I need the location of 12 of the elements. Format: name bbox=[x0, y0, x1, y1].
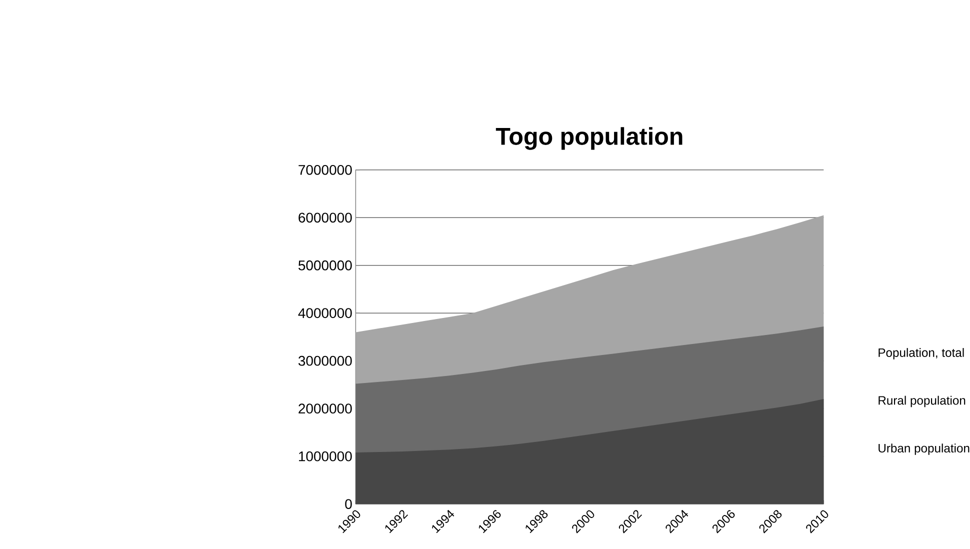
text: Population, total bbox=[878, 348, 964, 360]
y-tick-label: 5000000 bbox=[298, 260, 352, 270]
y-tick-label: 6000000 bbox=[298, 212, 352, 222]
text: Urban population bbox=[878, 443, 970, 455]
y-tick-label: 2000000 bbox=[298, 403, 352, 414]
y-tick-label: 4000000 bbox=[298, 308, 352, 318]
y-tick-label: 3000000 bbox=[298, 356, 352, 366]
chart-title: Togo population bbox=[496, 126, 682, 150]
y-tick-label: 7000000 bbox=[298, 164, 352, 175]
y-tick-label: 1000000 bbox=[298, 451, 352, 462]
text: Rural population bbox=[878, 396, 966, 407]
y-tick-label: 0 bbox=[345, 498, 352, 509]
